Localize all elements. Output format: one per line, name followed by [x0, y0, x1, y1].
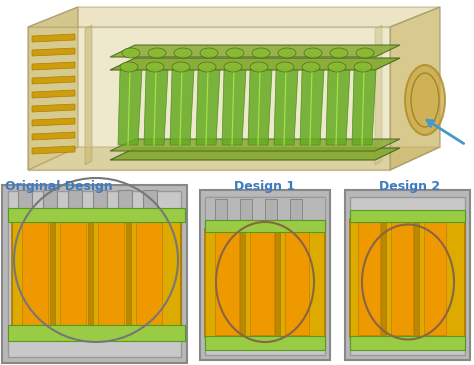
Ellipse shape — [198, 62, 216, 72]
Polygon shape — [32, 62, 75, 70]
Ellipse shape — [356, 48, 374, 58]
Polygon shape — [326, 70, 350, 145]
Bar — [240, 229, 245, 337]
Polygon shape — [390, 7, 440, 170]
Text: Design 2: Design 2 — [380, 180, 440, 193]
Bar — [350, 219, 465, 337]
Bar — [275, 229, 280, 337]
Bar — [88, 217, 93, 327]
Ellipse shape — [174, 48, 192, 58]
Bar — [215, 199, 227, 227]
Ellipse shape — [252, 48, 270, 58]
Ellipse shape — [146, 62, 164, 72]
Polygon shape — [170, 70, 194, 145]
Bar — [8, 208, 185, 222]
Bar — [205, 229, 325, 337]
Polygon shape — [110, 148, 400, 160]
Polygon shape — [32, 48, 75, 56]
Bar — [43, 190, 57, 225]
Bar — [143, 190, 157, 225]
Polygon shape — [32, 104, 75, 112]
Ellipse shape — [122, 48, 140, 58]
Bar — [358, 221, 380, 335]
Bar — [205, 220, 325, 232]
Text: Design 1: Design 1 — [235, 180, 296, 193]
Bar — [350, 336, 465, 350]
Polygon shape — [32, 76, 75, 84]
Bar — [414, 219, 419, 337]
Bar — [205, 197, 325, 355]
Polygon shape — [32, 90, 75, 98]
Bar — [93, 190, 107, 225]
Polygon shape — [144, 70, 168, 145]
Polygon shape — [28, 147, 440, 170]
Polygon shape — [32, 146, 75, 154]
Polygon shape — [32, 34, 75, 42]
Bar — [250, 231, 274, 335]
Ellipse shape — [405, 65, 445, 135]
Ellipse shape — [328, 62, 346, 72]
Polygon shape — [28, 7, 78, 170]
Bar — [350, 210, 465, 222]
Polygon shape — [110, 58, 400, 70]
Bar — [391, 221, 413, 335]
Bar — [118, 190, 132, 225]
Polygon shape — [300, 70, 324, 145]
Bar — [345, 190, 470, 360]
Bar — [2, 185, 187, 363]
Bar — [50, 217, 55, 327]
Ellipse shape — [302, 62, 320, 72]
Polygon shape — [32, 118, 75, 126]
Polygon shape — [118, 70, 142, 145]
Polygon shape — [110, 139, 400, 151]
Polygon shape — [248, 70, 272, 145]
Ellipse shape — [200, 48, 218, 58]
Ellipse shape — [250, 62, 268, 72]
Polygon shape — [28, 7, 440, 27]
Bar — [8, 325, 185, 341]
Polygon shape — [85, 25, 92, 165]
Bar — [424, 221, 446, 335]
Ellipse shape — [148, 48, 166, 58]
Bar — [98, 221, 124, 325]
Bar — [136, 221, 162, 325]
Ellipse shape — [276, 62, 294, 72]
Bar — [350, 197, 465, 355]
Bar — [200, 190, 330, 360]
Polygon shape — [274, 70, 298, 145]
Ellipse shape — [172, 62, 190, 72]
Bar — [381, 219, 386, 337]
Bar — [12, 219, 181, 327]
Polygon shape — [110, 45, 400, 57]
Bar — [240, 199, 252, 227]
Text: Original Design: Original Design — [5, 180, 113, 193]
Polygon shape — [375, 25, 382, 165]
Bar — [215, 231, 239, 335]
Ellipse shape — [226, 48, 244, 58]
Bar — [126, 217, 131, 327]
Ellipse shape — [330, 48, 348, 58]
Polygon shape — [32, 132, 75, 140]
Polygon shape — [28, 27, 390, 170]
Bar — [205, 336, 325, 350]
Bar — [265, 199, 277, 227]
Bar — [18, 190, 32, 225]
Ellipse shape — [278, 48, 296, 58]
Bar — [60, 221, 86, 325]
Ellipse shape — [354, 62, 372, 72]
Ellipse shape — [120, 62, 138, 72]
Ellipse shape — [224, 62, 242, 72]
Bar — [285, 231, 309, 335]
Bar — [68, 190, 82, 225]
Ellipse shape — [304, 48, 322, 58]
Bar — [290, 199, 302, 227]
Bar — [8, 191, 181, 357]
Polygon shape — [196, 70, 220, 145]
Bar — [22, 221, 48, 325]
Polygon shape — [222, 70, 246, 145]
Bar — [205, 197, 325, 230]
Polygon shape — [352, 70, 376, 145]
